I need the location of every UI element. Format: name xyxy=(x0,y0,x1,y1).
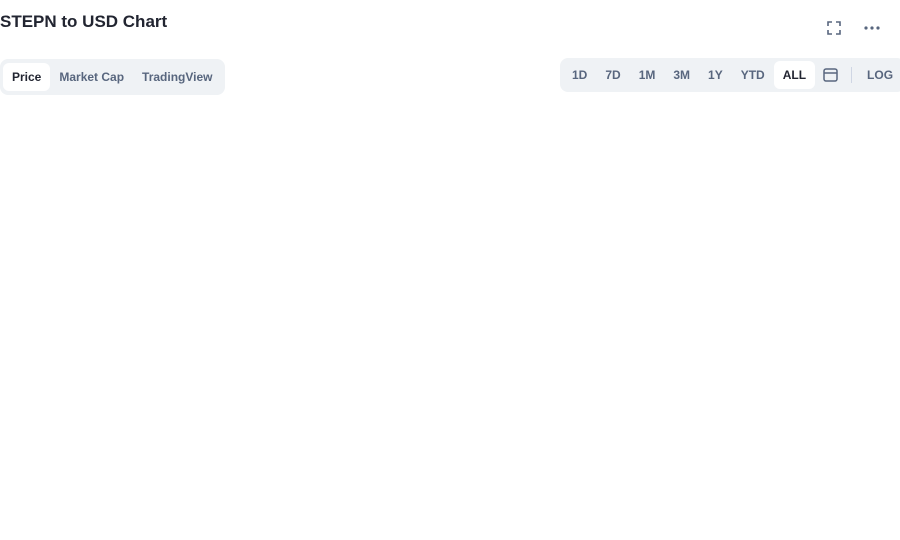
navigator-tick-label: 8 xyxy=(380,520,386,532)
y-tick-label: 1.0 xyxy=(16,339,31,351)
range-group: 1D 7D 1M 3M 1Y YTD ALL LOG xyxy=(560,58,900,92)
navigator-tick-label: 15 xyxy=(458,520,470,532)
tab-button[interactable]: TradingView xyxy=(142,70,213,84)
x-tick-label: 15 xyxy=(458,472,470,484)
range-button[interactable]: 7D xyxy=(605,68,621,82)
navigator-tick-label: 24 xyxy=(201,520,213,532)
navigator-tick-label: 22 xyxy=(540,520,552,532)
navigator-tick-label: 17 xyxy=(119,520,131,532)
y-tick-label: 2.5 xyxy=(16,230,31,242)
tab-group: Price Market Cap TradingView xyxy=(0,59,225,95)
watermark: CoinMarketCap xyxy=(748,354,875,374)
navigator-tick-label: 15 xyxy=(809,520,821,532)
y-tick-label: 3.0 xyxy=(16,194,31,206)
price-line xyxy=(39,126,891,409)
y-tick-label: 2.0 xyxy=(16,266,31,278)
y-tick-label: 0.50 xyxy=(10,376,31,388)
range-button[interactable]: 1Y xyxy=(708,68,723,82)
x-tick-label: 8 xyxy=(380,472,386,484)
tab-button[interactable]: Price xyxy=(3,63,51,91)
y-tick-label: 1.5 xyxy=(16,303,31,315)
chart-title: STEPN to USD Chart xyxy=(0,12,168,31)
y-tick-label: 3.5 xyxy=(16,157,31,169)
reference-label: 0.15 xyxy=(8,401,29,413)
x-tick-label: 22 xyxy=(540,472,552,484)
range-button[interactable]: 1D xyxy=(572,68,588,82)
navigator-tick-label: May xyxy=(641,520,662,532)
x-tick-label: Apr xyxy=(291,472,311,484)
x-tick-label: 17 xyxy=(119,472,131,484)
watermark-text: CoinMarketCap xyxy=(772,356,875,372)
calendar-icon[interactable] xyxy=(815,65,845,85)
navigator-line xyxy=(39,496,891,530)
x-tick-label: May xyxy=(641,472,663,484)
tab-button[interactable]: Market Cap xyxy=(59,70,125,84)
separator xyxy=(851,67,853,83)
navigator-handle[interactable] xyxy=(37,494,44,532)
range-button[interactable]: 1M xyxy=(638,68,656,82)
y-tick-label: 4.0 xyxy=(16,121,31,133)
navigator-background[interactable] xyxy=(40,490,890,536)
navigator-handle[interactable] xyxy=(886,494,893,532)
more-icon[interactable] xyxy=(862,18,882,38)
navigator-tick-label: Apr xyxy=(292,520,309,532)
currency-label: USD xyxy=(8,471,31,483)
x-tick-label: 15 xyxy=(809,472,821,484)
range-button[interactable]: ALL xyxy=(773,61,816,89)
x-tick-label: 8 xyxy=(730,472,736,484)
reference-label-box xyxy=(0,399,38,416)
navigator-tick-label: 8 xyxy=(730,520,736,532)
range-button[interactable]: 3M xyxy=(673,68,691,82)
x-tick-label: 24 xyxy=(201,472,213,484)
y-tick-label: 0 xyxy=(25,412,31,424)
range-button[interactable]: YTD xyxy=(740,68,765,82)
area-fill xyxy=(40,127,890,418)
fullscreen-icon[interactable] xyxy=(824,18,844,38)
log-button[interactable]: LOG xyxy=(867,68,894,82)
